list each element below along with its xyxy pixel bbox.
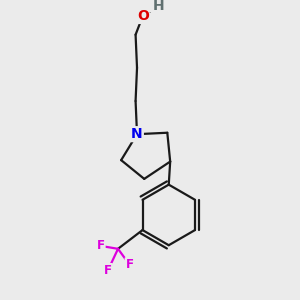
Text: H: H	[153, 0, 164, 13]
Text: F: F	[125, 258, 134, 271]
Text: F: F	[104, 264, 112, 277]
Text: O: O	[137, 9, 149, 23]
Text: F: F	[97, 239, 105, 252]
Text: N: N	[131, 127, 143, 141]
